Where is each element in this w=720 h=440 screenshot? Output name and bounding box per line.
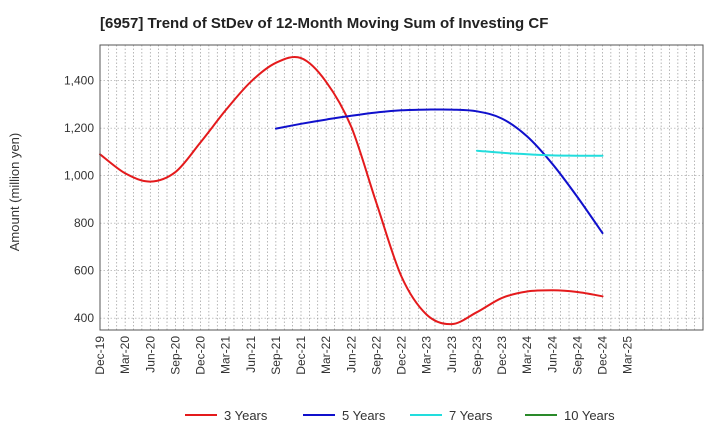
x-tick-label: Sep-21 — [269, 336, 283, 375]
x-tick-label: Mar-22 — [319, 336, 333, 374]
x-tick-label: Mar-20 — [118, 336, 132, 374]
x-tick-label: Mar-25 — [621, 336, 635, 374]
x-tick-label: Dec-19 — [93, 336, 107, 375]
x-tick-label: Sep-22 — [369, 336, 383, 375]
plot-frame — [99, 44, 704, 331]
y-tick-label: 1,400 — [64, 74, 94, 88]
legend-label-5-years: 5 Years — [342, 408, 386, 423]
x-tick-label: Mar-24 — [520, 336, 534, 374]
legend: 3 Years 5 Years 7 Years 10 Years — [185, 408, 615, 423]
x-tick-label: Sep-23 — [470, 336, 484, 375]
x-tick-label: Jun-24 — [545, 336, 559, 373]
series-layer — [99, 55, 604, 326]
x-tick-label: Sep-24 — [570, 336, 584, 375]
series-line-5-years — [274, 108, 604, 235]
x-tick-label: Jun-23 — [445, 336, 459, 373]
x-tick-label: Dec-24 — [596, 336, 610, 375]
legend-label-7-years: 7 Years — [449, 408, 493, 423]
x-tick-label: Dec-20 — [194, 336, 208, 375]
series-line-3-years — [99, 55, 604, 326]
grid-layer — [100, 45, 703, 330]
x-tick-label: Dec-23 — [495, 336, 509, 375]
x-tick-labels: Dec-19 Mar-20 Jun-20 Sep-20 Dec-20 Mar-21 Jun-… — [93, 336, 635, 375]
x-tick-label: Sep-20 — [168, 336, 182, 375]
y-tick-label: 800 — [74, 216, 94, 230]
x-tick-label: Dec-21 — [294, 336, 308, 375]
y-tick-labels: 400 600 800 1,000 1,200 1,400 — [64, 74, 94, 326]
y-tick-label: 1,000 — [64, 169, 94, 183]
x-tick-label: Jun-20 — [143, 336, 157, 373]
x-tick-label: Jun-21 — [244, 336, 258, 373]
x-tick-label: Mar-21 — [219, 336, 233, 374]
x-tick-label: Jun-22 — [344, 336, 358, 373]
x-tick-label: Mar-23 — [420, 336, 434, 374]
legend-label-3-years: 3 Years — [224, 408, 268, 423]
series-line-7-years — [475, 149, 604, 157]
y-tick-label: 600 — [74, 264, 94, 278]
legend-label-10-years: 10 Years — [564, 408, 615, 423]
chart-title: [6957] Trend of StDev of 12-Month Moving… — [100, 15, 549, 32]
y-tick-label: 1,200 — [64, 121, 94, 135]
y-axis-title: Amount (million yen) — [7, 133, 22, 252]
y-tick-label: 400 — [74, 311, 94, 325]
x-tick-label: Dec-22 — [395, 336, 409, 375]
